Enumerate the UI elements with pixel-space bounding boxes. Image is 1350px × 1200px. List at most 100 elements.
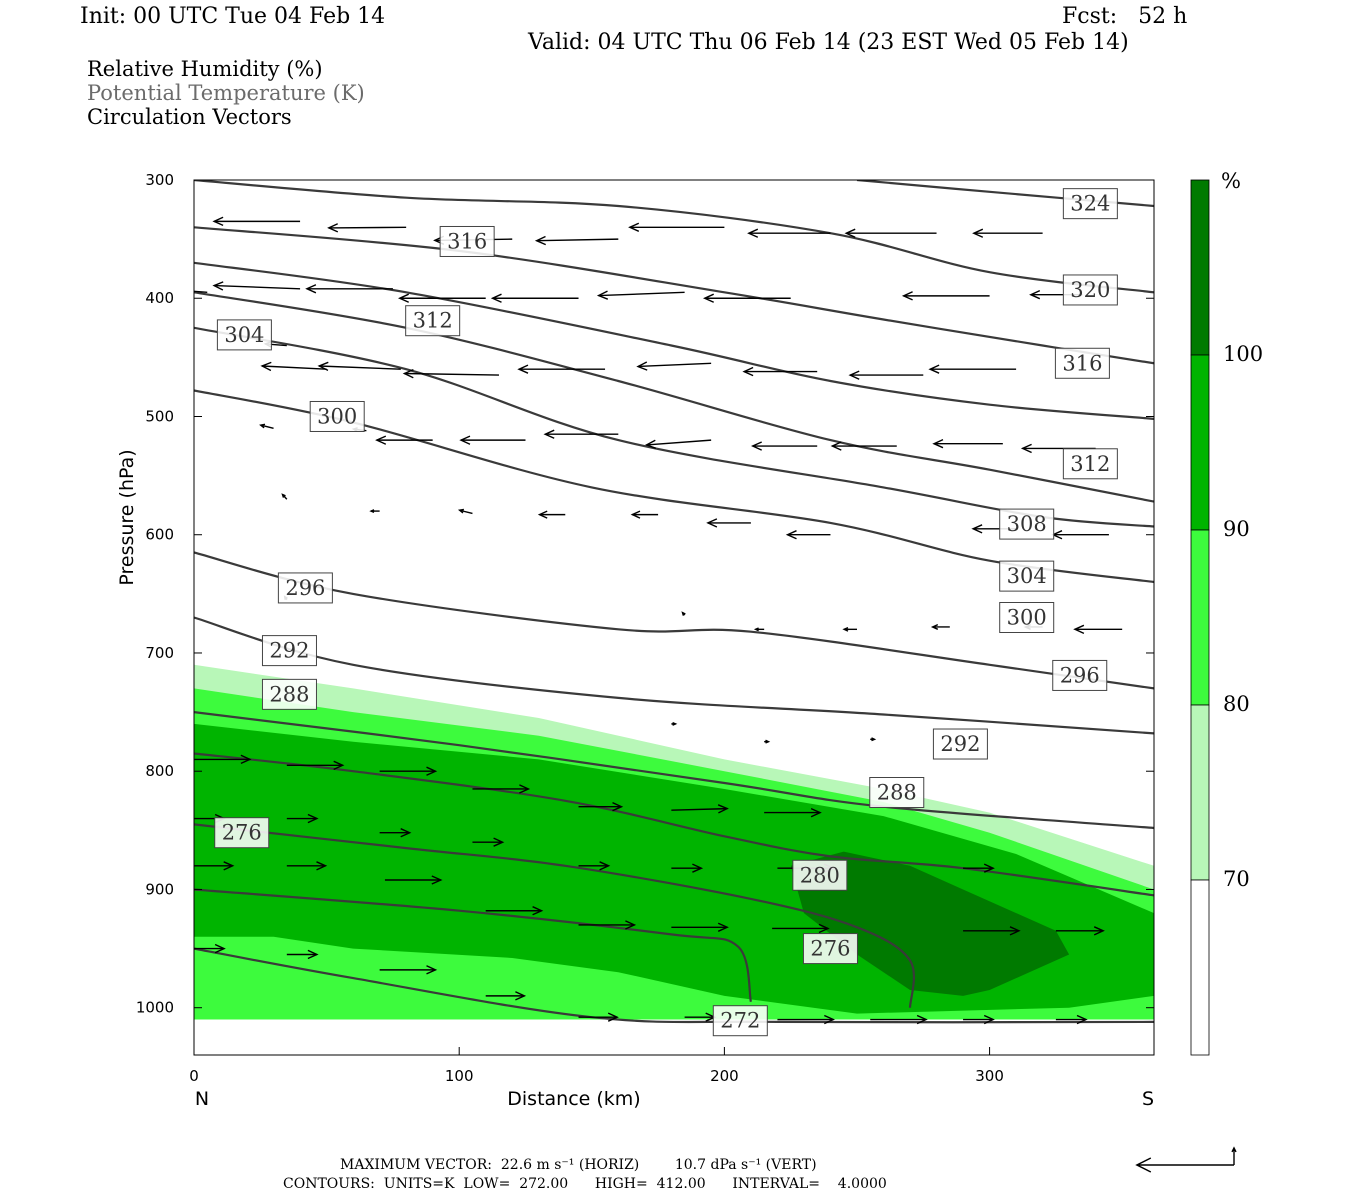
init-time: Init: 00 UTC Tue 04 Feb 14	[80, 4, 386, 29]
circulation-vector	[848, 370, 924, 380]
contour-label-text: 300	[317, 404, 357, 428]
circulation-vector	[305, 284, 393, 294]
x-tick-label: 100	[445, 1067, 474, 1085]
circulation-vector	[194, 227, 195, 228]
y-tick-label: 500	[145, 407, 174, 425]
circulation-vector	[517, 364, 606, 374]
circulation-vector	[578, 920, 637, 930]
colorbar-segment	[1190, 179, 1210, 356]
y-axis-title: Pressure (hPa)	[116, 449, 138, 585]
contour-label-text: 280	[800, 863, 840, 887]
contour-label: 312	[1062, 448, 1118, 480]
circulation-vector	[327, 223, 407, 233]
circulation-vector	[537, 510, 566, 519]
circulation-vector	[747, 228, 831, 238]
isentrope-296	[194, 551, 1154, 690]
contour-label-text: 316	[447, 229, 487, 253]
contour-label-text: 300	[1007, 606, 1047, 630]
contour-label-text: 292	[269, 639, 309, 663]
contour-label: 272	[712, 1005, 768, 1037]
contour-label: 300	[309, 400, 365, 432]
isentrope-292	[194, 616, 1154, 735]
circulation-vector	[578, 801, 624, 812]
circulation-vector	[194, 861, 235, 871]
isentrope-320	[194, 180, 1154, 294]
contour-label: 296	[277, 572, 333, 604]
contour-label: 300	[999, 602, 1055, 633]
colorbar-unit: %	[1221, 169, 1241, 193]
colorbar-label: 70	[1223, 867, 1250, 891]
circulation-vector	[671, 721, 678, 726]
circulation-vector	[596, 290, 685, 300]
circulation-vector	[630, 510, 659, 519]
circulation-vector	[764, 807, 822, 818]
circulation-vector	[930, 623, 950, 630]
circulation-vector	[459, 435, 526, 445]
circulation-vector	[753, 627, 765, 632]
circulation-vector	[384, 875, 443, 885]
circulation-vector	[681, 611, 686, 616]
circulation-vector	[212, 216, 301, 227]
contour-label-text: 304	[224, 323, 264, 347]
circulation-vector	[671, 863, 704, 873]
contour-label-text: 324	[1070, 192, 1110, 216]
circulation-vector	[764, 739, 771, 744]
circulation-vector	[260, 361, 327, 372]
circulation-vector	[785, 530, 831, 540]
contour-label: 288	[261, 678, 317, 710]
circulation-vector	[644, 439, 712, 449]
colorbar-label: 80	[1223, 692, 1250, 716]
contour-label-text: 308	[1007, 512, 1047, 536]
circulation-vector	[317, 361, 401, 372]
circulation-vector	[928, 364, 1017, 374]
colorbar-label: 90	[1223, 517, 1250, 541]
contour-label-text: 296	[285, 576, 325, 600]
reference-vector-vertical	[1231, 1146, 1237, 1165]
plot-frame	[193, 179, 1155, 1056]
circulation-vector	[578, 861, 611, 871]
circulation-vector	[369, 509, 380, 514]
circulation-vector	[772, 923, 830, 934]
contour-label-text: 312	[1070, 452, 1110, 476]
circulation-vector	[194, 943, 226, 954]
legend-potential-temperature: Potential Temperature (K)	[87, 81, 365, 105]
contour-label-text: 276	[810, 937, 850, 961]
circulation-vector	[830, 441, 897, 451]
colorbar-segment	[1190, 704, 1210, 881]
legend-circulation-vectors: Circulation Vectors	[87, 105, 292, 129]
circulation-vector	[543, 429, 619, 439]
circulation-vector	[379, 828, 412, 838]
isentrope-276	[194, 823, 916, 1008]
circulation-vector	[1073, 624, 1123, 635]
circulation-vector	[286, 861, 328, 871]
contour-label: 276	[802, 933, 858, 965]
colorbar-segment	[1190, 354, 1210, 531]
circulation-vector	[706, 518, 751, 528]
circulation-vector	[379, 965, 438, 975]
x-endpoint-south: S	[1142, 1088, 1154, 1110]
circulation-vector	[1055, 926, 1105, 936]
rh-region-100	[790, 851, 1070, 996]
contour-label: 280	[792, 859, 848, 891]
circulation-vector	[259, 423, 274, 429]
y-tick-label: 300	[145, 171, 174, 189]
circulation-vector	[534, 235, 619, 246]
circulation-vector	[671, 922, 729, 932]
contour-label: 304	[216, 319, 272, 351]
circulation-vector	[963, 1014, 995, 1025]
circulation-vector	[578, 1012, 619, 1022]
contour-label-text: 296	[1060, 663, 1100, 687]
circulation-vector	[1051, 530, 1109, 540]
y-tick-label: 800	[145, 762, 174, 780]
circulation-vector	[901, 291, 990, 301]
contour-label: 304	[999, 560, 1055, 592]
y-tick-label: 600	[145, 526, 174, 544]
circulation-vector	[702, 293, 791, 303]
y-tick-label: 1000	[136, 999, 174, 1017]
contour-label-text: 288	[269, 682, 309, 706]
x-tick-label: 300	[975, 1067, 1004, 1085]
contours-info: CONTOURS: UNITS=K LOW= 272.00 HIGH= 412.…	[283, 1176, 887, 1192]
x-axis-title: Distance (km)	[507, 1088, 640, 1110]
x-tick-label: 0	[189, 1067, 199, 1085]
